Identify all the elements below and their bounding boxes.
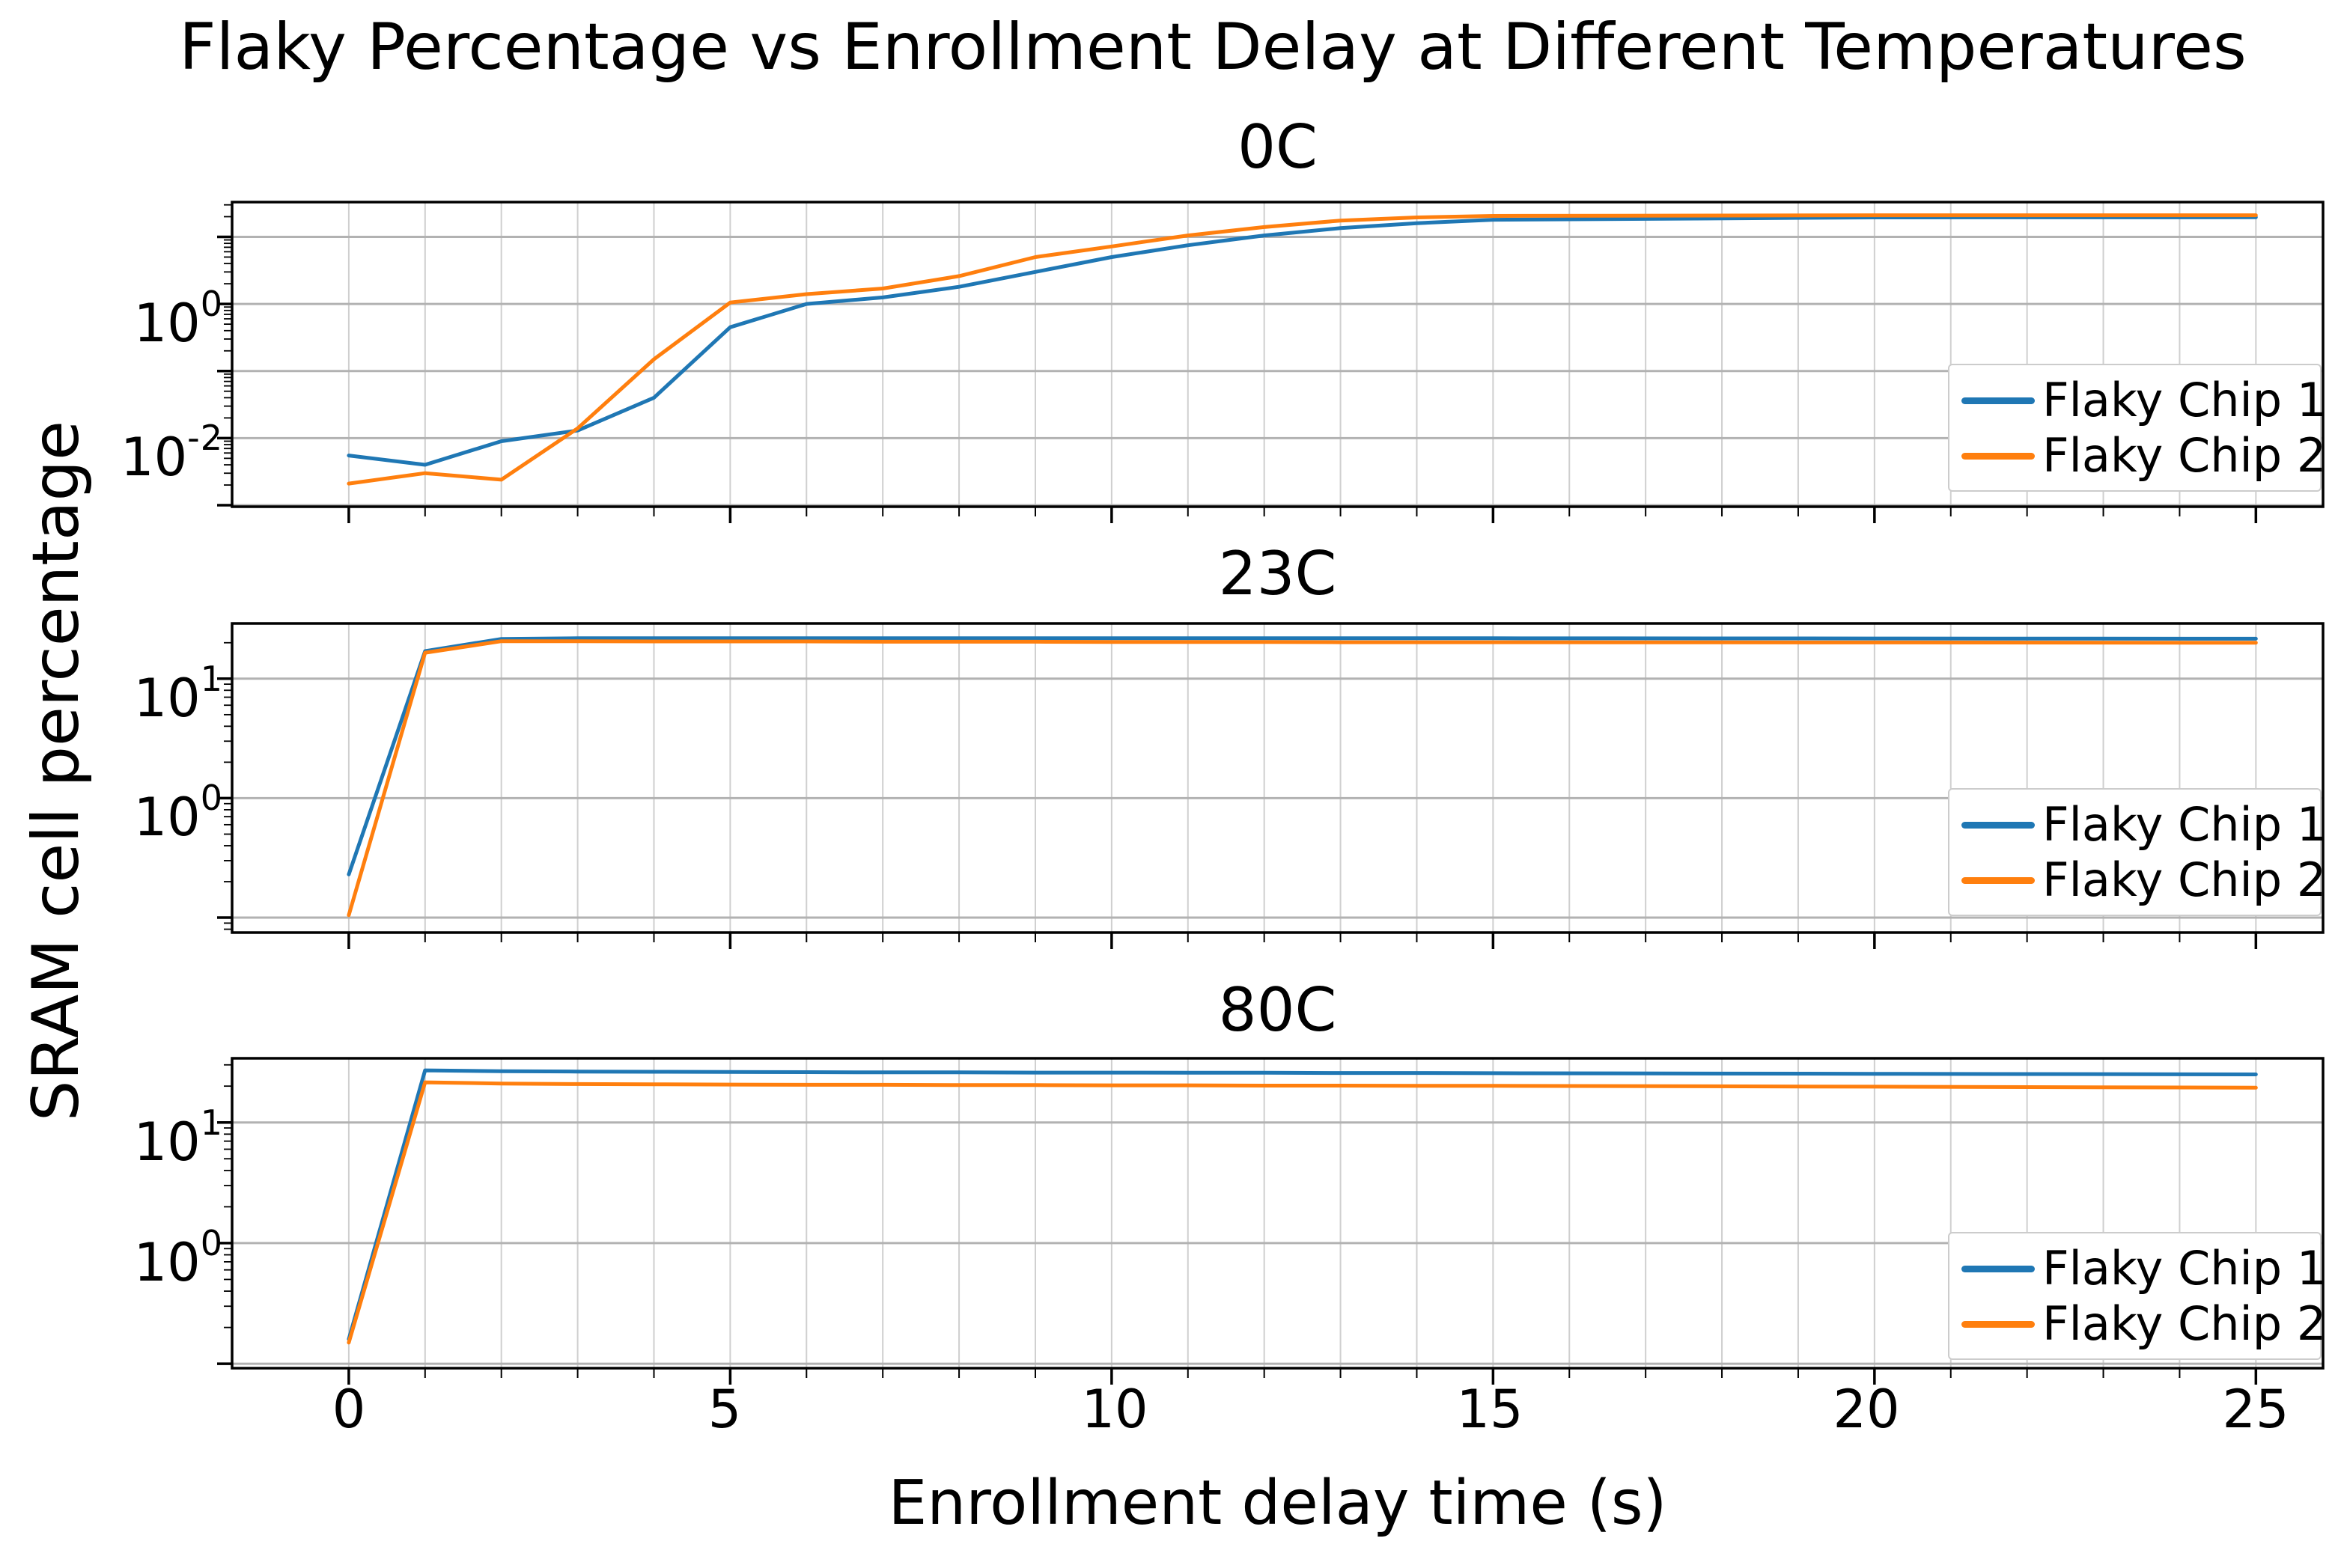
- y-tick-label: 100: [0, 274, 223, 353]
- y-tick-label: 100: [0, 768, 223, 847]
- legend-entry-chip1: Flaky Chip 1: [1961, 797, 2326, 852]
- legend-label: Flaky Chip 2: [2042, 852, 2327, 907]
- legend-label: Flaky Chip 2: [2042, 1296, 2327, 1351]
- legend-entry-chip2: Flaky Chip 2: [1961, 852, 2326, 908]
- y-tick-exponent: 0: [200, 1223, 223, 1263]
- y-tick-base: 10: [133, 787, 201, 848]
- legend-entry-chip2: Flaky Chip 2: [1961, 428, 2326, 483]
- x-axis-label: Enrollment delay time (s): [888, 1468, 1667, 1539]
- x-tick-label: 0: [332, 1379, 366, 1440]
- legend-line-swatch-chip2: [1961, 452, 2035, 460]
- y-tick-label: 100: [0, 1213, 223, 1293]
- legend-line-swatch-chip2: [1961, 1320, 2035, 1328]
- subplot-title-80c: 80C: [1218, 975, 1337, 1045]
- y-tick-exponent: 0: [200, 284, 223, 324]
- legend-label: Flaky Chip 2: [2042, 428, 2327, 483]
- y-tick-exponent: 1: [200, 1102, 223, 1143]
- subplot-title-23c: 23C: [1218, 539, 1337, 608]
- y-tick-exponent: 1: [200, 659, 223, 699]
- legend-23c: Flaky Chip 1 Flaky Chip 2: [1948, 788, 2326, 916]
- legend-0c: Flaky Chip 1 Flaky Chip 2: [1948, 364, 2326, 492]
- y-tick-base: 10: [133, 1232, 201, 1293]
- legend-line-swatch-chip2: [1961, 876, 2035, 884]
- y-tick-label: 101: [0, 649, 223, 728]
- legend-entry-chip2: Flaky Chip 2: [1961, 1296, 2326, 1352]
- y-tick-base: 10: [133, 668, 201, 729]
- x-tick-label: 15: [1456, 1379, 1523, 1440]
- x-tick-label: 20: [1833, 1379, 1900, 1440]
- y-tick-label: 10-2: [0, 408, 223, 487]
- y-tick-base: 10: [133, 293, 201, 354]
- legend-label: Flaky Chip 1: [2042, 373, 2327, 427]
- subplot-title-0c: 0C: [1238, 112, 1318, 182]
- legend-entry-chip1: Flaky Chip 1: [1961, 373, 2326, 428]
- y-tick-base: 10: [133, 1111, 201, 1173]
- legend-label: Flaky Chip 1: [2042, 1241, 2327, 1296]
- y-tick-exponent: 0: [200, 778, 223, 818]
- legend-entry-chip1: Flaky Chip 1: [1961, 1241, 2326, 1296]
- x-tick-label: 10: [1081, 1379, 1148, 1440]
- legend-line-swatch-chip1: [1961, 821, 2035, 829]
- legend-line-swatch-chip1: [1961, 397, 2035, 404]
- legend-line-swatch-chip1: [1961, 1265, 2035, 1272]
- legend-label: Flaky Chip 1: [2042, 797, 2327, 852]
- figure-title: Flaky Percentage vs Enrollment Delay at …: [179, 10, 2247, 85]
- y-tick-base: 10: [121, 427, 188, 488]
- x-tick-label: 5: [707, 1379, 742, 1440]
- legend-80c: Flaky Chip 1 Flaky Chip 2: [1948, 1232, 2326, 1360]
- y-tick-label: 101: [0, 1093, 223, 1172]
- y-tick-exponent: -2: [187, 418, 223, 458]
- x-tick-label: 25: [2222, 1379, 2289, 1440]
